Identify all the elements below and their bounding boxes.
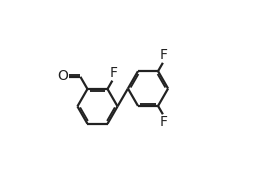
- Text: F: F: [160, 115, 168, 129]
- Text: F: F: [160, 48, 168, 62]
- Text: F: F: [109, 66, 118, 80]
- Text: O: O: [57, 69, 68, 83]
